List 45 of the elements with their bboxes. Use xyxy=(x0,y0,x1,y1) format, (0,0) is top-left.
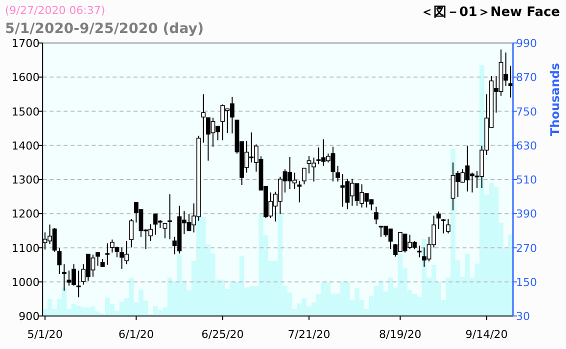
y2-tick-label: 870 xyxy=(516,71,537,84)
y-tick-label: 1400 xyxy=(12,139,40,152)
candlestick xyxy=(129,218,134,248)
candlestick xyxy=(417,245,422,258)
y2-tick-label: 990 xyxy=(516,37,537,50)
candlestick xyxy=(297,180,302,203)
candlestick xyxy=(302,168,306,185)
candlestick xyxy=(76,270,81,298)
candlestick xyxy=(436,211,441,230)
y2-tick-label: 630 xyxy=(516,139,537,152)
y2-tick-label: 750 xyxy=(516,105,537,118)
y-tick-label: 1300 xyxy=(12,174,40,186)
x-tick-label: 5/1/20 xyxy=(27,328,63,341)
x-tick-label: 8/19/20 xyxy=(378,328,422,341)
y-tick-label: 1100 xyxy=(12,242,40,255)
y-tick-label: 1000 xyxy=(12,276,40,289)
y2-tick-label: 30 xyxy=(516,310,530,323)
candlestick xyxy=(96,252,100,266)
candlestick xyxy=(57,248,62,275)
candlestick xyxy=(508,65,513,98)
candlestick xyxy=(162,222,168,239)
y2-tick-label: 150 xyxy=(516,276,537,289)
y-tick-label: 900 xyxy=(18,310,40,323)
candlestick xyxy=(446,218,450,234)
candlestick xyxy=(374,206,378,225)
x-tick-label: 9/14/20 xyxy=(465,328,508,341)
chart-title: 5/1/2020-9/25/2020 (day) xyxy=(5,21,204,37)
candlestick xyxy=(105,242,110,266)
x-tick-label: 6/1/20 xyxy=(118,328,154,341)
candlestick xyxy=(201,94,206,144)
candlestick xyxy=(336,165,340,182)
y-tick-label: 1700 xyxy=(12,37,40,50)
y2-tick-label: 510 xyxy=(516,174,537,186)
y-tick-label: 1500 xyxy=(12,105,40,118)
y2-axis-title: Thousands xyxy=(548,62,562,136)
x-tick-label: 6/25/20 xyxy=(201,328,244,341)
text: ＜図－01＞New Face xyxy=(420,5,560,20)
candlestick xyxy=(168,194,172,240)
text: (9/27/2020 06:37) xyxy=(5,4,106,17)
candlestick xyxy=(441,218,446,234)
y2-tick-label: 390 xyxy=(516,208,537,221)
y-tick-label: 1200 xyxy=(12,208,40,221)
y-tick-label: 1600 xyxy=(12,71,40,84)
y2-tick-label: 270 xyxy=(516,242,537,255)
x-tick-label: 7/21/20 xyxy=(288,328,330,341)
